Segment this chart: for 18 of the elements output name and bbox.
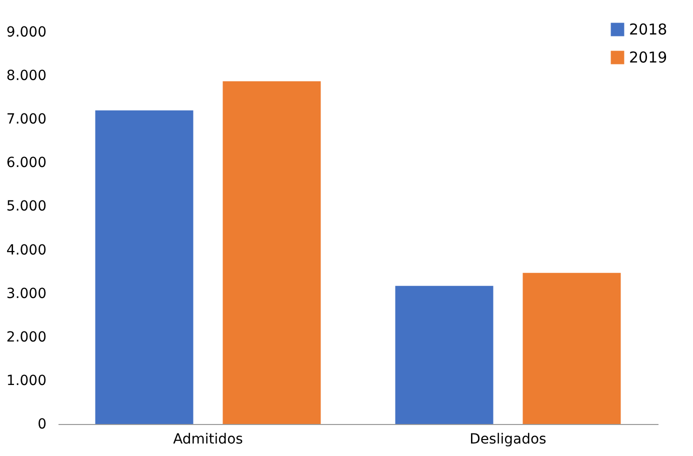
bar bbox=[395, 286, 494, 424]
y-tick-label: 9.000 bbox=[6, 24, 46, 40]
y-tick-label: 7.000 bbox=[6, 112, 46, 128]
y-tick-label: 6.000 bbox=[6, 155, 46, 172]
legend-label: 2019 bbox=[629, 48, 668, 66]
x-tick-label: Admitidos bbox=[173, 432, 243, 448]
y-tick-label: 0 bbox=[38, 416, 46, 432]
y-tick-label: 5.000 bbox=[6, 198, 46, 215]
x-tick-label: Desligados bbox=[470, 432, 546, 448]
bar bbox=[95, 110, 194, 424]
bar bbox=[522, 272, 621, 424]
y-tick-label: 2.000 bbox=[6, 329, 46, 346]
y-tick-label: 8.000 bbox=[6, 68, 46, 84]
bar bbox=[222, 81, 321, 424]
y-tick-label: 3.000 bbox=[6, 286, 46, 302]
y-tick-label: 4.000 bbox=[6, 242, 46, 258]
legend-label: 2018 bbox=[629, 20, 668, 38]
y-tick-label: 1.000 bbox=[6, 372, 46, 389]
